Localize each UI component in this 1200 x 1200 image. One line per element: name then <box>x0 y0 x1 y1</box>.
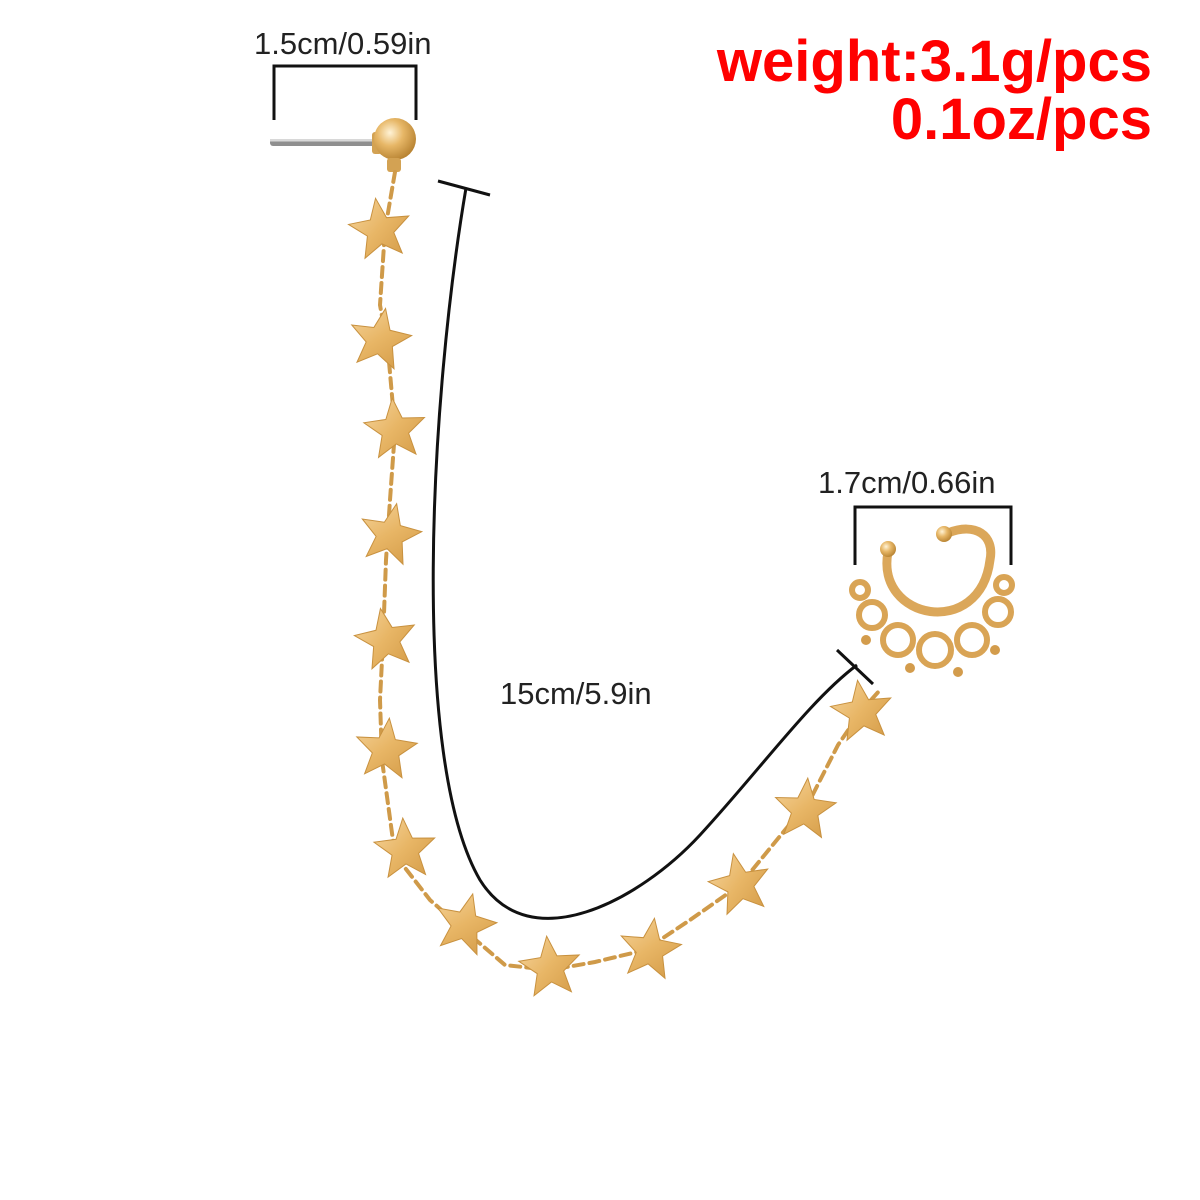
star-charm-12 <box>774 776 838 839</box>
star-charm-4 <box>361 502 424 566</box>
star-charm-8 <box>436 892 499 956</box>
cuff-width-bracket <box>853 505 1013 565</box>
star-charms <box>347 196 892 997</box>
star-charm-9 <box>517 934 581 997</box>
chain-links <box>377 170 882 973</box>
weight-ounces-label: 0.1oz/pcs <box>890 87 1152 152</box>
septum-cuff-icon <box>849 524 1015 677</box>
weight-grams-label: weight:3.1g/pcs <box>716 29 1152 94</box>
chain-length-label: 15cm/5.9in <box>500 676 652 711</box>
star-charm-7 <box>372 816 436 879</box>
stud-width-bracket <box>272 64 418 120</box>
stud-post-icon <box>270 118 416 172</box>
star-charm-13 <box>829 678 892 742</box>
star-charm-6 <box>355 716 419 779</box>
star-charm-10 <box>620 916 683 980</box>
star-charm-11 <box>706 852 769 916</box>
star-charm-3 <box>362 396 426 459</box>
cuff-width-label: 1.7cm/0.66in <box>818 465 996 500</box>
star-charm-2 <box>350 307 413 370</box>
star-charm-1 <box>347 196 410 260</box>
chain-length-curve <box>431 179 875 920</box>
stud-width-label: 1.5cm/0.59in <box>254 26 432 61</box>
star-charm-5 <box>353 607 416 670</box>
